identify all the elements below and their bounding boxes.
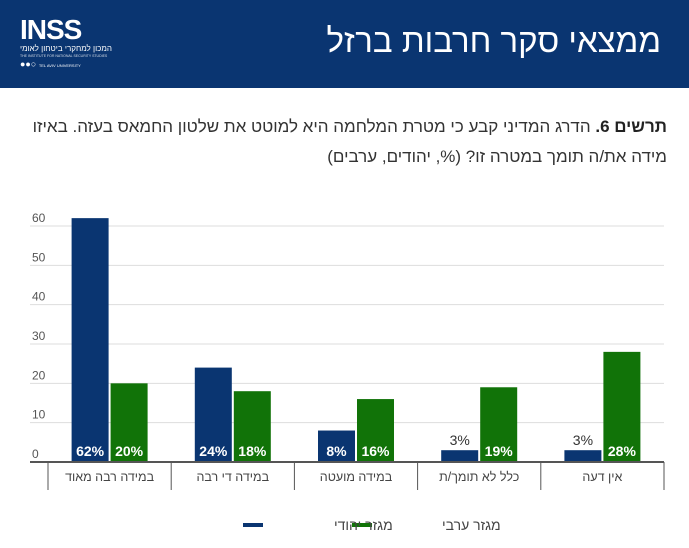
bar — [233, 391, 271, 462]
data-label: 19% — [485, 443, 514, 459]
data-label: 20% — [115, 443, 144, 459]
logo-circles-icon: ●●○ TEL AVIV UNIVERSITY — [20, 59, 81, 69]
y-tick-label: 20 — [32, 368, 46, 382]
data-label: 3% — [450, 432, 470, 448]
y-tick-label: 0 — [32, 447, 39, 461]
data-label: 8% — [326, 443, 347, 459]
caption-label: תרשים 6. — [595, 117, 667, 136]
y-tick-label: 60 — [32, 211, 46, 225]
chart-caption: תרשים 6. הדרג המדיני קבע כי מטרת המלחמה … — [27, 112, 667, 172]
legend-label: מגזר יהודי — [334, 517, 393, 533]
bar — [357, 399, 394, 462]
bar — [318, 430, 355, 462]
data-label: 24% — [199, 443, 228, 459]
bar — [110, 383, 148, 462]
y-tick-label: 50 — [32, 250, 46, 264]
y-tick-label: 30 — [32, 329, 46, 343]
header: INSS המכון למחקרי ביטחון לאומי THE INSTI… — [0, 0, 689, 88]
x-tick-label: כלל לא תומך/ת — [439, 470, 519, 484]
x-tick-label: במידה רבה מאוד — [65, 470, 155, 484]
data-label: 62% — [76, 443, 105, 459]
legend-swatch — [243, 523, 263, 527]
page-title: ממצאי סקר חרבות ברזל — [326, 22, 661, 59]
bar — [71, 218, 109, 462]
data-label: 3% — [573, 432, 593, 448]
bar — [480, 387, 518, 462]
data-label: 18% — [238, 443, 267, 459]
x-tick-label: במידה מועטה — [320, 470, 393, 484]
y-tick-label: 40 — [32, 290, 46, 304]
bar — [441, 450, 479, 462]
data-label: 28% — [608, 443, 637, 459]
legend-label: מגזר ערבי — [442, 517, 501, 533]
bar — [603, 351, 641, 462]
legend-swatch — [352, 523, 372, 527]
bar — [564, 450, 602, 462]
y-tick-label: 10 — [32, 408, 46, 422]
x-tick-label: במידה די רבה — [196, 470, 269, 484]
caption-text: הדרג המדיני קבע כי מטרת המלחמה היא למוטט… — [32, 117, 667, 166]
x-tick-label: אין דעה — [582, 470, 622, 484]
bar — [194, 367, 232, 462]
data-label: 16% — [361, 443, 390, 459]
inss-logo: INSS המכון למחקרי ביטחון לאומי THE INSTI… — [20, 16, 120, 74]
